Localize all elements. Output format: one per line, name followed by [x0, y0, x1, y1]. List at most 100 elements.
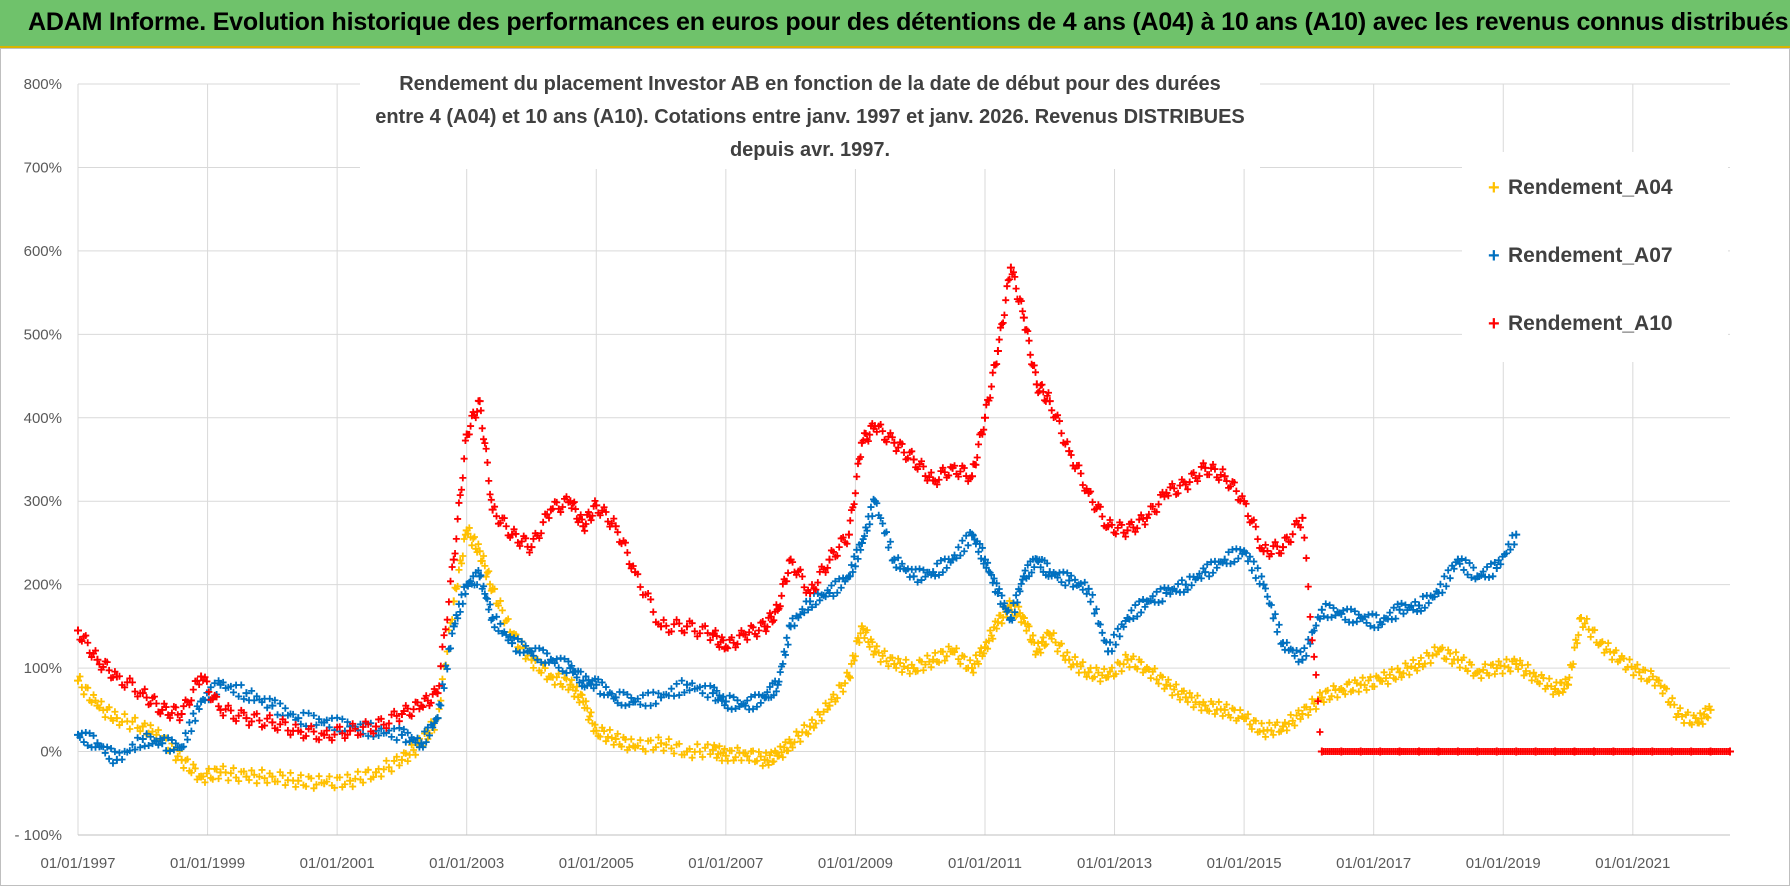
data-point-a04: [844, 672, 853, 681]
data-point-a07-interp: [425, 731, 433, 739]
data-point-a04-interp: [812, 719, 820, 727]
data-point-a07-interp: [1444, 566, 1452, 574]
data-point-a07: [1415, 601, 1424, 610]
x-tick-label: 01/01/2011: [948, 855, 1022, 872]
data-point-a10-interp: [266, 711, 274, 719]
data-point-a07-interp: [678, 677, 686, 685]
data-point-a10-interp: [545, 514, 553, 522]
data-point-a10-interp: [857, 453, 865, 461]
legend-label-a04: Rendement_A04: [1508, 176, 1673, 199]
data-point-a07-interp: [1419, 592, 1427, 600]
data-point-a04-interp: [1560, 685, 1568, 693]
data-point-a04-interp: [1699, 720, 1707, 728]
data-point-a10: [158, 705, 167, 714]
data-point-a07-interp: [448, 630, 456, 638]
data-point-a04-interp: [1054, 647, 1062, 655]
data-point-a07-interp: [1195, 570, 1203, 578]
data-point-a07-interp: [975, 548, 983, 556]
data-point-a07-interp: [757, 699, 765, 707]
data-point-a04-interp: [341, 780, 349, 788]
data-point-a04: [1564, 680, 1573, 689]
data-point-a10: [1298, 513, 1307, 522]
data-point-a04-interp: [602, 737, 610, 745]
data-point-a07-interp: [1300, 644, 1308, 652]
data-point-a04-interp: [331, 784, 339, 792]
data-point-a10-interp: [835, 543, 843, 551]
data-point-a10: [825, 555, 834, 564]
data-point-a04-interp: [892, 664, 900, 672]
data-point-a10-interp: [578, 515, 586, 523]
data-point-a10: [177, 710, 186, 719]
data-point-a10-interp: [812, 586, 820, 594]
data-point-a04-interp: [1242, 715, 1250, 723]
data-point-a10-interp: [846, 517, 854, 525]
x-tick-label: 01/01/2017: [1336, 855, 1411, 872]
data-point-a07-interp: [1267, 601, 1275, 609]
data-point-a10-interp: [454, 515, 462, 523]
data-point-a07-interp: [582, 672, 590, 680]
y-tick-label: 700%: [24, 159, 62, 176]
data-point-a10-interp: [485, 477, 493, 485]
data-point-a04-interp: [88, 698, 96, 706]
data-point-a07-interp: [440, 684, 448, 692]
data-point-a10-interp: [205, 688, 213, 696]
data-point-a07-interp: [564, 657, 572, 665]
data-point-a07-interp: [1351, 607, 1359, 615]
data-point-a10-interp: [877, 421, 885, 429]
data-point-a04-interp: [1598, 638, 1606, 646]
data-point-a07-interp: [919, 566, 927, 574]
data-point-a04-interp: [1071, 653, 1079, 661]
data-point-a04-interp: [224, 776, 232, 784]
data-point-a04-interp: [846, 674, 854, 682]
data-point-a04-interp: [1680, 719, 1688, 727]
data-point-a07-interp: [1227, 560, 1235, 568]
data-point-a04-interp: [755, 748, 763, 756]
data-point-a04-interp: [634, 742, 642, 750]
data-point-a04-interp: [1324, 686, 1332, 694]
data-point-a07-interp: [917, 576, 925, 584]
data-point-a04: [1045, 630, 1054, 639]
data-point-a04-interp: [1017, 618, 1025, 626]
data-point-a10-interp: [1098, 512, 1106, 520]
data-point-a04-interp: [781, 738, 789, 746]
data-point-a07-interp: [103, 743, 111, 751]
data-point-a04-interp: [1591, 626, 1599, 634]
data-point-a07-interp: [1127, 606, 1135, 614]
data-point-a07-interp: [954, 543, 962, 551]
data-point-a10-interp: [302, 732, 310, 740]
data-point-a10-interp: [1174, 489, 1182, 497]
data-point-a10: [909, 455, 918, 464]
data-point-a07-interp: [1442, 582, 1450, 590]
data-point-a07-interp: [846, 572, 854, 580]
data-point-a07-interp: [518, 638, 526, 646]
data-point-a07-interp: [211, 679, 219, 687]
data-point-a07-interp: [598, 678, 606, 686]
data-point-a04-interp: [1289, 717, 1297, 725]
data-point-a04-interp: [969, 669, 977, 677]
data-point-a10: [1220, 472, 1229, 481]
data-point-a07-interp: [1330, 604, 1338, 612]
data-point-a07-interp: [1180, 588, 1188, 596]
data-point-a04-interp: [900, 662, 908, 670]
data-point-a07-interp: [1417, 607, 1425, 615]
data-point-a07-interp: [1398, 599, 1406, 607]
data-point-a04-interp: [896, 659, 904, 667]
data-point-a07-interp: [156, 735, 164, 743]
data-point-a07-interp: [86, 729, 94, 737]
data-point-a07-interp: [105, 755, 113, 763]
data-point-a10: [844, 530, 853, 539]
data-point-a07-interp: [883, 528, 891, 536]
data-point-a07-interp: [1172, 587, 1180, 595]
data-point-a10-interp: [1267, 550, 1275, 558]
data-point-a07-interp: [673, 680, 681, 688]
data-point-a04-interp: [286, 769, 294, 777]
data-point-a10-interp: [691, 627, 699, 635]
data-point-a07-interp: [602, 683, 610, 691]
data-point-a04-interp: [1579, 623, 1587, 631]
data-point-a04: [1220, 705, 1229, 714]
data-point-a07-interp: [1386, 609, 1394, 617]
data-point-a04-interp: [1526, 670, 1534, 678]
data-point-a07-interp: [166, 747, 174, 755]
data-point-a04-interp: [784, 747, 792, 755]
data-point-a04-interp: [1659, 689, 1667, 697]
